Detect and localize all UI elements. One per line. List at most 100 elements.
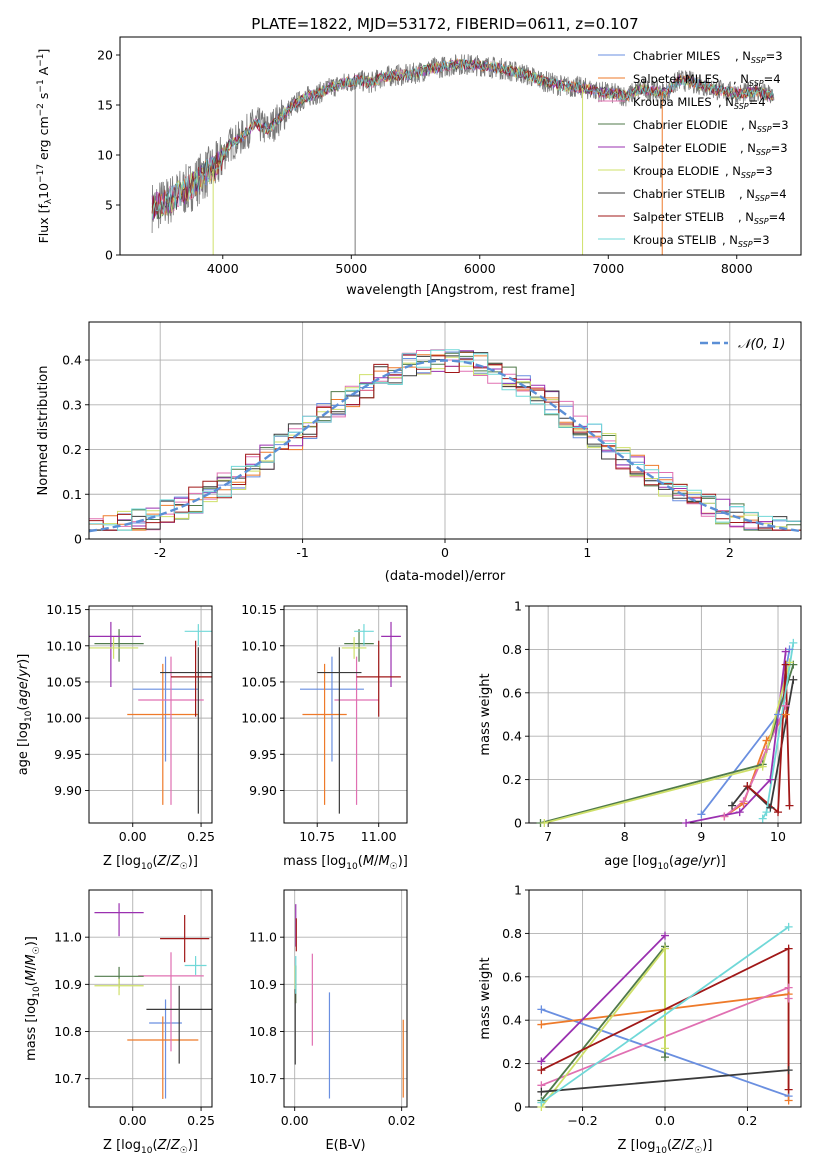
weight-marker <box>728 801 737 810</box>
errorbar-point <box>149 999 182 1099</box>
tick-label-y: 1 <box>514 883 522 898</box>
weight-marker <box>789 638 798 647</box>
errorbar-point <box>94 903 144 937</box>
legend-name-2: Kroupa MILES <box>633 95 712 109</box>
tick-label-x: 0 <box>441 545 449 560</box>
histogram-series <box>89 354 801 531</box>
errorbar-point <box>132 656 199 762</box>
weight-marker <box>537 1057 546 1066</box>
tick-label-x: 0.25 <box>187 829 215 844</box>
legend-suffix-3: , NSSP=3 <box>741 118 789 134</box>
weight-marker <box>537 1098 546 1107</box>
legend-swatches <box>598 54 625 240</box>
xlabel: age [log10(age/yr)] <box>604 854 726 872</box>
legend-suffix-5: , NSSP=3 <box>725 164 773 180</box>
errorbar-point <box>302 663 347 805</box>
tick-label-y: 0 <box>514 816 522 831</box>
weight-marker <box>682 819 691 827</box>
legend-normal-label: 𝒩(0, 1) <box>738 337 785 352</box>
weight-marker <box>784 1066 793 1075</box>
tick-label-y: 9.90 <box>249 783 277 798</box>
weight-marker <box>766 803 775 812</box>
xlabel: E(B-V) <box>325 1138 365 1153</box>
tick-label-y: 1 <box>514 599 522 614</box>
errorbar-point <box>317 647 362 814</box>
axes-frame <box>283 889 408 1108</box>
tick-label-y: 0 <box>105 248 113 263</box>
plot-area-age-vs-mass <box>299 621 401 814</box>
xlabel: (data-model)/error <box>385 569 506 584</box>
weight-marker <box>537 1005 546 1014</box>
axes-frame <box>528 605 802 824</box>
weight-marker <box>758 762 767 771</box>
weight-series-line <box>540 926 790 1104</box>
tick-label-y: 11.0 <box>54 930 82 945</box>
axes-frame <box>119 36 802 256</box>
legend-name-6: Chabrier STELIB <box>633 187 725 201</box>
legend-suffix-8: , NSSP=3 <box>722 233 770 249</box>
plot-area-weight-vs-age <box>540 642 795 823</box>
chart-legend: Chabrier MILES , NSSP=3 Salpeter MILES ,… <box>598 49 789 249</box>
tick-label-y: 0.2 <box>502 772 522 787</box>
tick-label-x: 10.75 <box>299 829 335 844</box>
tick-label-x: 9 <box>697 829 705 844</box>
tick-label-y: 10.8 <box>249 1024 277 1039</box>
legend-name-4: Salpeter ELODIE <box>633 141 727 155</box>
axes-frame <box>88 321 802 540</box>
grid-mass-vs-Z <box>89 890 212 1107</box>
tick-label-x: 7 <box>544 829 552 844</box>
panel-mass-vs-EBV: 0.00 0.02 10.7 10.8 10.9 11.0 E(B-V) <box>249 889 416 1153</box>
weight-marker <box>781 710 790 719</box>
errorbar-point <box>138 952 204 1052</box>
axes-frame <box>88 889 213 1108</box>
errorbar-point <box>171 640 212 717</box>
weight-marker <box>781 660 790 669</box>
errorbar-point <box>138 656 204 805</box>
legend-name-5: Kroupa ELODIE <box>633 164 719 178</box>
tick-label-y: 10.9 <box>54 977 82 992</box>
errorbar-point <box>341 637 367 659</box>
figure-title: PLATE=1822, MJD=53172, FIBERID=0611, z=0… <box>251 15 638 33</box>
legend-suffix-0: , NSSP=3 <box>735 49 783 65</box>
legend-name-0: Chabrier MILES <box>633 49 720 63</box>
legend-suffix-text-4: =3 <box>771 141 788 155</box>
tick-label-y: 15 <box>97 98 113 113</box>
weight-marker <box>789 675 798 684</box>
weight-marker <box>661 931 669 940</box>
xlabel: Z [log10(Z/Z☉)] <box>618 1138 713 1156</box>
legend-name-1: Salpeter MILES <box>633 72 719 86</box>
axes-frame <box>88 605 213 824</box>
errorbar-point <box>127 1016 199 1099</box>
panel-weight-vs-age: 7 8 9 10 0 0.2 0.4 0.6 0.8 1 age [log10(age/yr)] ma… <box>478 599 802 872</box>
panel-age-vs-mass: 10.75 11.00 9.90 9.95 10.00 10.05 10.10 10.15 ma… <box>241 602 408 872</box>
tick-label-x: 0.0 <box>655 1113 675 1128</box>
weight-marker <box>784 1085 793 1094</box>
tick-label-y: 10.7 <box>54 1071 82 1086</box>
grid-age-vs-Z <box>89 606 212 823</box>
legend-suffix-text-2: =4 <box>749 95 766 109</box>
plot-area-mass-vs-Z <box>94 903 212 1099</box>
tick-label-y: 10.8 <box>54 1024 82 1039</box>
model-spectrum-line <box>151 58 774 219</box>
weight-marker <box>743 782 752 791</box>
tick-label-y: 0.3 <box>62 397 82 412</box>
plot-area-residuals <box>89 349 801 533</box>
tick-label-y: 10.05 <box>46 674 82 689</box>
tick-label-x: 5000 <box>335 261 367 276</box>
tick-label-y: 0.6 <box>502 969 522 984</box>
ylabel: mass weight <box>478 957 493 1039</box>
tick-label-x: 0.00 <box>281 1113 309 1128</box>
tick-label-y: 5 <box>105 198 113 213</box>
tick-label-y: 10.9 <box>249 977 277 992</box>
tick-label-x: 6000 <box>464 261 496 276</box>
weight-marker <box>766 775 775 784</box>
legend-suffix-text-8: =3 <box>753 233 770 247</box>
tick-label-y: 0 <box>74 532 82 547</box>
normal-curve <box>89 359 801 533</box>
ylabel: Normed distribution <box>36 366 51 496</box>
tick-label-y: 0.2 <box>502 1056 522 1071</box>
weight-marker <box>785 801 794 810</box>
weight-marker <box>784 1096 793 1105</box>
legend-name-3: Chabrier ELODIE <box>633 118 728 132</box>
